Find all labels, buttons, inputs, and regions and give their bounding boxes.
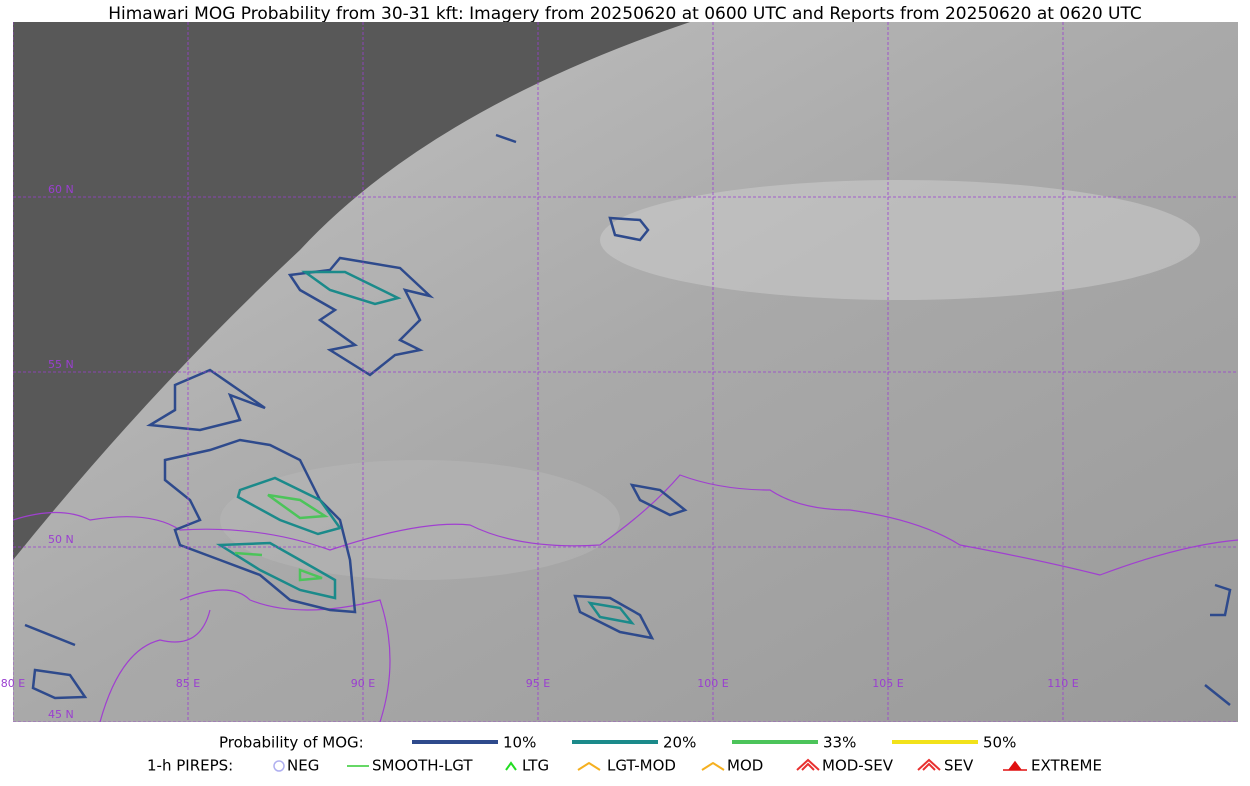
lon-label: 85 E <box>176 677 200 690</box>
lon-label: 90 E <box>351 677 375 690</box>
legend-title: Probability of MOG: <box>219 734 364 752</box>
graticule-labels: 80 E 85 E 90 E 95 E 100 E 105 E 110 E 60 N 55 N 5… <box>1 183 1079 721</box>
legend-label: 10% <box>503 734 536 752</box>
lat-label: 60 N <box>48 183 74 196</box>
cloud <box>220 460 620 580</box>
map <box>13 22 1238 722</box>
legend-label: MOD <box>727 757 763 775</box>
contour-33 <box>234 493 329 582</box>
legend: Probability of MOG: 10% 20% 33% 50% 1-h PIREP… <box>147 734 1102 775</box>
lat-label: 55 N <box>48 358 74 371</box>
legend-label: 33% <box>823 734 856 752</box>
lon-label: 110 E <box>1047 677 1078 690</box>
title: Himawari MOG Probability from 30-31 kft:… <box>108 4 1142 24</box>
legend-label: 20% <box>663 734 696 752</box>
pirep-icon <box>796 758 820 771</box>
lon-label: 95 E <box>526 677 550 690</box>
legend-label: LTG <box>522 757 549 775</box>
graticule <box>13 22 1238 722</box>
contour-10 <box>24 133 1232 706</box>
legend-title: 1-h PIREPS: <box>147 757 233 775</box>
pirep-icon <box>701 761 725 771</box>
lon-label: 105 E <box>872 677 903 690</box>
cloud <box>600 180 1200 300</box>
lon-label: 100 E <box>697 677 728 690</box>
lon-label: 80 E <box>1 677 25 690</box>
lat-label: 50 N <box>48 533 74 546</box>
pirep-icon <box>505 761 517 771</box>
legend-label: LGT-MOD <box>607 757 676 775</box>
pirep-icon <box>1003 760 1027 771</box>
legend-label: SMOOTH-LGT <box>372 757 473 775</box>
pirep-icon <box>273 760 285 772</box>
legend-label: MOD-SEV <box>822 757 894 775</box>
contour-20 <box>215 270 636 625</box>
legend-label: EXTREME <box>1031 757 1102 775</box>
legend-label: NEG <box>287 757 319 775</box>
pirep-icon <box>577 761 601 771</box>
no-data-region <box>13 22 690 560</box>
lat-label: 45 N <box>48 708 74 721</box>
pirep-icon <box>917 758 941 771</box>
legend-label: SEV <box>944 757 974 775</box>
legend-label: 50% <box>983 734 1016 752</box>
